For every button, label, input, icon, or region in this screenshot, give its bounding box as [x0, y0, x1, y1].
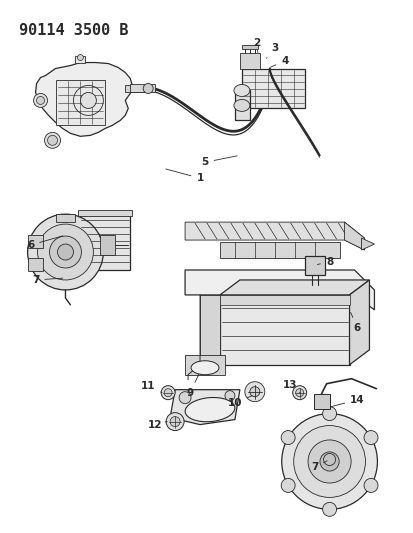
- Ellipse shape: [190, 361, 218, 375]
- Text: 5: 5: [201, 156, 237, 167]
- Polygon shape: [234, 91, 249, 120]
- Circle shape: [224, 391, 234, 401]
- Circle shape: [28, 214, 103, 290]
- Circle shape: [50, 236, 81, 268]
- Ellipse shape: [233, 84, 249, 96]
- Text: 13: 13: [282, 379, 299, 393]
- Polygon shape: [313, 394, 329, 409]
- Polygon shape: [219, 280, 368, 295]
- Circle shape: [166, 413, 184, 431]
- Circle shape: [33, 93, 47, 108]
- Text: 6: 6: [350, 312, 360, 333]
- Polygon shape: [199, 295, 219, 365]
- Polygon shape: [55, 80, 105, 125]
- Polygon shape: [75, 55, 85, 62]
- Circle shape: [45, 132, 60, 148]
- Circle shape: [295, 389, 303, 397]
- Circle shape: [164, 389, 172, 397]
- Polygon shape: [28, 235, 43, 248]
- Circle shape: [77, 54, 83, 61]
- Circle shape: [80, 92, 96, 108]
- Text: 4: 4: [270, 55, 288, 67]
- Polygon shape: [125, 85, 145, 92]
- Circle shape: [307, 440, 350, 483]
- Circle shape: [323, 454, 335, 465]
- Polygon shape: [349, 280, 368, 365]
- Circle shape: [57, 244, 73, 260]
- Circle shape: [36, 96, 45, 104]
- Circle shape: [161, 386, 175, 400]
- Polygon shape: [239, 53, 259, 69]
- Circle shape: [143, 84, 153, 93]
- Polygon shape: [241, 69, 304, 108]
- Circle shape: [244, 382, 264, 402]
- Polygon shape: [361, 238, 373, 250]
- Circle shape: [363, 479, 377, 492]
- Text: 11: 11: [140, 381, 162, 393]
- Polygon shape: [185, 355, 224, 375]
- Text: 2: 2: [253, 38, 260, 53]
- Circle shape: [281, 414, 377, 510]
- Polygon shape: [100, 235, 115, 255]
- Polygon shape: [219, 295, 349, 305]
- Polygon shape: [78, 210, 132, 216]
- Polygon shape: [28, 258, 43, 271]
- Polygon shape: [344, 222, 363, 250]
- Circle shape: [280, 479, 294, 492]
- Text: 12: 12: [147, 419, 167, 430]
- Polygon shape: [36, 62, 132, 136]
- Polygon shape: [219, 242, 339, 258]
- Ellipse shape: [185, 398, 234, 422]
- Text: 10: 10: [227, 395, 252, 408]
- Polygon shape: [55, 214, 75, 222]
- Ellipse shape: [233, 100, 249, 111]
- Text: 8: 8: [317, 257, 332, 267]
- Polygon shape: [185, 222, 363, 250]
- Text: 90114 3500 B: 90114 3500 B: [19, 22, 128, 38]
- Circle shape: [249, 386, 259, 397]
- Text: 1: 1: [166, 169, 203, 183]
- Polygon shape: [170, 390, 239, 425]
- Text: 14: 14: [330, 394, 364, 407]
- Circle shape: [322, 407, 336, 421]
- Polygon shape: [304, 256, 324, 275]
- Circle shape: [38, 224, 93, 280]
- Text: 3: 3: [266, 43, 278, 58]
- Polygon shape: [185, 270, 373, 310]
- Circle shape: [170, 417, 180, 426]
- Polygon shape: [241, 45, 257, 49]
- Text: 7: 7: [310, 461, 326, 472]
- Text: 6: 6: [27, 236, 63, 250]
- Circle shape: [322, 503, 336, 516]
- Circle shape: [293, 425, 365, 497]
- Polygon shape: [130, 84, 155, 92]
- Circle shape: [292, 386, 306, 400]
- Text: 9: 9: [186, 374, 198, 398]
- Circle shape: [47, 135, 57, 146]
- Circle shape: [280, 431, 294, 445]
- Text: 7: 7: [32, 275, 62, 285]
- Circle shape: [363, 431, 377, 445]
- Circle shape: [319, 452, 338, 471]
- Polygon shape: [219, 295, 349, 365]
- Circle shape: [179, 392, 190, 403]
- Polygon shape: [80, 215, 130, 270]
